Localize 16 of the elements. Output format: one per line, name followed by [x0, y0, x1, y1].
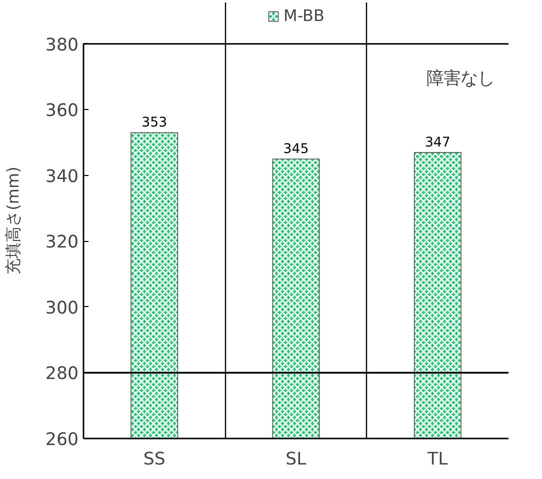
- y-tick-label: 380: [45, 35, 79, 56]
- data-label: 353: [142, 116, 168, 131]
- data-label: 347: [424, 135, 450, 150]
- x-tick-label: TL: [426, 450, 448, 470]
- y-axis-title: 充填高さ(mm): [3, 166, 22, 274]
- y-tick-label: 280: [45, 364, 79, 384]
- y-tick-label: 360: [45, 101, 79, 122]
- y-tick-label: 320: [45, 232, 79, 253]
- y-tick-label: 300: [45, 298, 79, 318]
- x-tick-label: SS: [143, 450, 166, 470]
- legend-label: M-BB: [284, 6, 324, 25]
- x-tick-label: SL: [286, 450, 307, 470]
- y-tick-label: 260: [45, 430, 79, 450]
- annotation: 障害なし: [426, 68, 494, 89]
- y-tick-label: 340: [45, 166, 79, 187]
- data-label: 345: [283, 142, 309, 158]
